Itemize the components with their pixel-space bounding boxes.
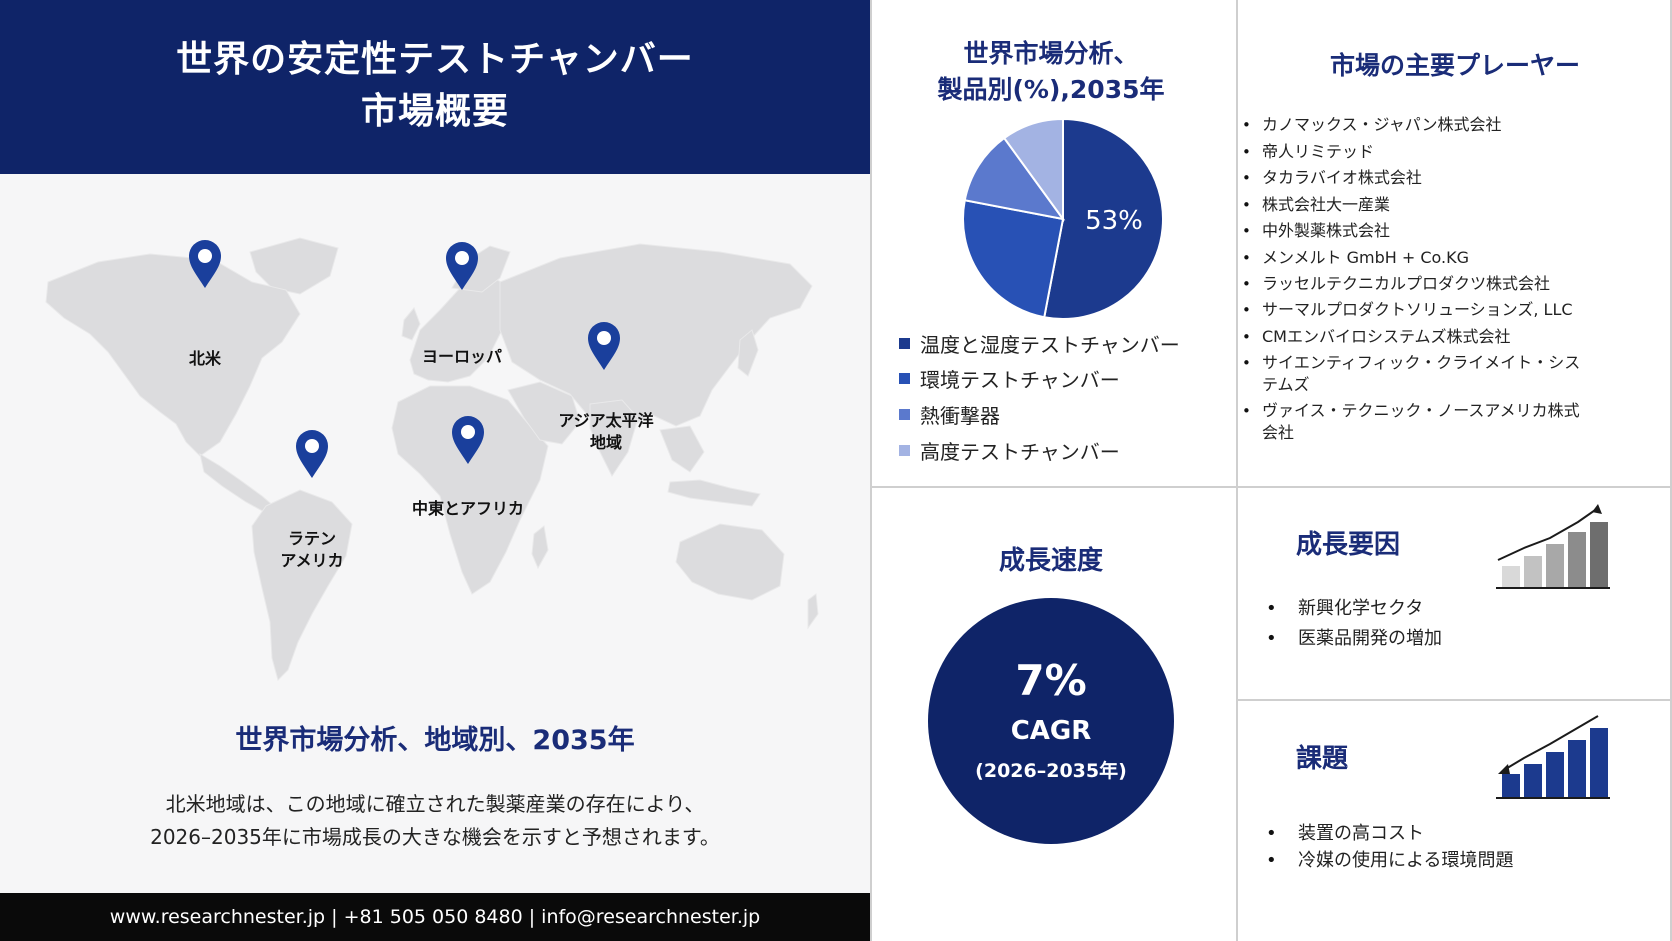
player-item: ラッセルテクニカルプロダクツ株式会社: [1242, 273, 1642, 295]
regional-description-line2: 2026–2035年に市場成長の大きな機会を示すと予想されます。: [150, 825, 720, 849]
market-overview-panel: 世界の安定性テストチャンバー 市場概要: [0, 0, 870, 941]
pie-slice-3: [963, 136, 1066, 221]
player-item: サーマルプロダクトソリューションズ, LLC: [1242, 299, 1642, 321]
key-players-title: 市場の主要プレーヤー: [1329, 51, 1580, 80]
pie-slice-4: [1002, 117, 1064, 223]
location-pin-icon: [446, 242, 478, 290]
pin-label-europe: ヨーロッパ: [421, 347, 502, 366]
south-america-shape: [251, 489, 353, 681]
player-item: CMエンバイロシステムズ株式会社: [1242, 326, 1642, 348]
player-item: サイエンティフィック・クライメイト・システムズ: [1242, 352, 1592, 396]
legend-swatch: [899, 444, 910, 456]
cagr-value: 7%: [1015, 656, 1087, 705]
divider-vertical-left: [870, 0, 872, 941]
challenge-item: 冷媒の使用による環境問題: [1266, 849, 1514, 873]
legend-item: 温度と湿度テストチャンバー: [899, 329, 1180, 357]
divider-horizontal-right: [1236, 699, 1672, 701]
regional-description-line1: 北米地域は、この地域に確立された製薬産業の存在により、: [165, 792, 705, 816]
contact-footer: www.researchnester.jp | +81 505 050 8480…: [0, 893, 870, 941]
title-banner: 世界の安定性テストチャンバー 市場概要: [0, 0, 870, 174]
challenge-item: 装置の高コスト: [1266, 822, 1424, 846]
legend-swatch: [899, 337, 910, 349]
page-title: 世界の安定性テストチャンバー: [176, 39, 694, 80]
new-zealand-shape: [807, 593, 819, 630]
player-item: 中外製薬株式会社: [1242, 220, 1642, 242]
japan-shape: [737, 329, 759, 377]
pie-slice-2: [962, 199, 1065, 319]
greenland-shape: [249, 237, 339, 295]
location-pin-icon: [296, 430, 328, 478]
pie-data-label: 53%: [1085, 206, 1143, 236]
pin-label-middle-east-africa: 中東とアフリカ: [411, 499, 524, 518]
divider-horizontal-middle: [870, 486, 1672, 488]
legend-item: 環境テストチャンバー: [899, 364, 1120, 392]
legend-item: 熱衝撃器: [899, 400, 1000, 428]
north-america-shape: [45, 253, 301, 457]
world-map: [45, 237, 819, 681]
player-item: メンメルト GmbH + Co.KG: [1242, 247, 1642, 269]
australia-shape: [675, 523, 785, 601]
location-pin-icon: [189, 240, 221, 288]
location-pin-icon: [452, 416, 484, 464]
rising-bar-chart-icon: [1496, 504, 1610, 589]
uk-shape: [401, 307, 421, 341]
pin-label-latin-america: ラテン アメリカ: [280, 529, 344, 570]
pin-label-north-america: 北米: [188, 349, 221, 368]
cagr-period: (2026–2035年): [975, 760, 1127, 782]
southeast-asia-shape: [659, 425, 705, 473]
cagr-label: CAGR: [1010, 716, 1092, 746]
central-america-shape: [199, 452, 277, 515]
player-item: 株式会社大一産業: [1242, 194, 1642, 216]
pin-label-asia-pacific: アジア太平洋 地域: [558, 411, 654, 452]
asia-shape: [499, 243, 813, 441]
madagascar-shape: [531, 525, 549, 570]
challenges-title: 課題: [1296, 744, 1349, 774]
player-item: カノマックス・ジャパン株式会社: [1242, 114, 1642, 136]
player-item: ヴァイス・テクニック・ノースアメリカ株式会社: [1242, 400, 1592, 444]
legend-swatch: [899, 372, 910, 384]
regional-analysis-heading: 世界市場分析、地域別、2035年: [235, 725, 635, 756]
legend-swatch: [899, 408, 910, 420]
cagr-circle: [928, 598, 1174, 844]
player-item: 帝人リミテッド: [1242, 141, 1642, 163]
middle-east-shape: [507, 381, 581, 445]
legend-item: 高度テストチャンバー: [899, 436, 1120, 464]
location-pin-icon: [588, 322, 620, 370]
growth-drivers-title: 成長要因: [1296, 530, 1401, 560]
india-shape: [589, 399, 639, 477]
africa-shape: [391, 385, 549, 595]
divider-vertical-right: [1236, 0, 1238, 941]
pie-slice-1: [1043, 117, 1164, 320]
page-subtitle: 市場概要: [360, 91, 509, 132]
growth-rate-title: 成長速度: [998, 546, 1103, 576]
driver-item: 医薬品開発の増加: [1266, 627, 1442, 651]
pie-chart-title: 世界市場分析、 製品別(%),2035年: [937, 39, 1165, 104]
driver-item: 新興化学セクタ: [1266, 597, 1423, 621]
product-share-pie-chart: 53%: [962, 117, 1164, 320]
divider-outer-right: [1670, 0, 1672, 941]
indonesia-shape: [667, 479, 761, 507]
declining-bar-chart-icon: [1496, 715, 1610, 799]
player-item: タカラバイオ株式会社: [1242, 167, 1642, 189]
